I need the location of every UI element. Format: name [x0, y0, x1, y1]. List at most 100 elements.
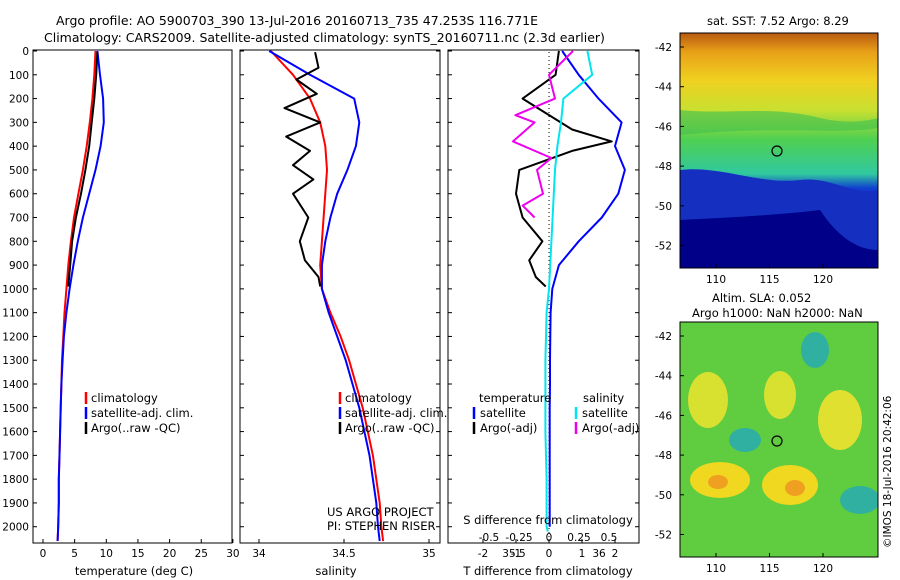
sla-low [801, 332, 829, 368]
legend-label-climatology: climatology [91, 391, 158, 405]
sla-map: Altim. SLA: 0.052 Argo h1000: NaN h2000:… [655, 291, 879, 575]
latitude-tick-label: -50 [655, 490, 672, 502]
depth-tick-label: 1700 [2, 450, 29, 462]
copyright-stamp: ©IMOS 18-Jul-2016 20:42:06 [882, 395, 894, 548]
salinity-xlabel: salinity [315, 564, 356, 578]
legend-label-argo: Argo(..raw -QC) [91, 421, 181, 435]
depth-tick-label: 400 [9, 141, 29, 153]
depth-tick-label: 1100 [2, 308, 29, 320]
sla-high [818, 390, 862, 450]
depth-tick-label: 300 [9, 117, 29, 129]
series-satellite-adj-clim [56, 50, 105, 542]
x-tick-label: 0 [40, 548, 47, 560]
sst-axes: -42 -44 -46 -48 -50 -52 110 115 120 [655, 42, 833, 286]
difference-panel: -2 -1 0 1 2 -0.5 -0.25 0 0.25 0.5 S difference fr… [447, 49, 640, 578]
sla-axes: -42 -44 -46 -48 -50 -52 110 115 120 [655, 331, 833, 575]
difference-frame [447, 49, 640, 544]
longitude-tick-label: 120 [813, 563, 833, 575]
depth-tick-label: 1800 [2, 474, 29, 486]
depth-tick-label: 800 [9, 236, 29, 248]
sst-map-title: sat. SST: 7.52 Argo: 8.29 [707, 14, 849, 28]
salinity-panel: 34 34.5 35 35.5 36 salinity climatology sate… [239, 49, 606, 578]
series-satellite-adj-clim [268, 50, 381, 542]
x-tick-label: -1 [511, 548, 521, 560]
sla-map-title: Altim. SLA: 0.052 [712, 291, 811, 305]
x-tick-label: 1 [579, 548, 586, 560]
difference-x-axis: -2 -1 0 1 2 -0.5 -0.25 0 0.25 0.5 [478, 532, 619, 560]
depth-axis: 0 100 200 300 400 500 600 700 800 900 1000 1100 1200… [2, 46, 37, 534]
climatology-subtitle: Climatology: CARS2009. Satellite-adjuste… [44, 30, 605, 45]
profile-title: Argo profile: AO 5900703_390 13-Jul-2016… [56, 13, 538, 28]
depth-tick-label: 700 [9, 213, 29, 225]
x-tick-label: 20 [163, 548, 176, 560]
x-tick-label: 36 [592, 548, 606, 560]
argo-position-marker [771, 435, 783, 447]
latitude-tick-label: -42 [655, 331, 672, 343]
difference-lines [512, 50, 626, 532]
top-x-tick-label: -0.25 [505, 532, 532, 544]
sla-low [840, 486, 878, 514]
x-tick-label: 15 [131, 548, 144, 560]
depth-tick-label: 0 [22, 46, 29, 58]
sla-high [764, 371, 796, 419]
series-argo-adj [515, 50, 613, 288]
x-tick-label: 25 [195, 548, 208, 560]
argo-position-marker [771, 145, 783, 157]
x-tick-label: 2 [612, 548, 619, 560]
latitude-tick-label: -48 [655, 450, 672, 462]
x-tick-label: 0 [546, 548, 553, 560]
legend-label-satellite: satellite-adj. clim. [345, 406, 447, 420]
series-satellite [544, 50, 594, 532]
depth-tick-label: 2000 [2, 522, 29, 534]
sla-map-subtitle: Argo h1000: NaN h2000: NaN [692, 306, 863, 320]
latitude-tick-label: -46 [655, 121, 672, 133]
legend-label-t-satellite: satellite [480, 406, 526, 420]
depth-tick-label: 1200 [2, 331, 29, 343]
longitude-tick-label: 110 [706, 274, 726, 286]
salinity-frame [239, 49, 441, 544]
latitude-tick-label: -44 [655, 82, 672, 94]
longitude-tick-label: 115 [759, 563, 779, 575]
longitude-tick-label: 110 [706, 563, 726, 575]
legend-label-argo: Argo(..raw -QC) [345, 421, 435, 435]
top-x-tick-label: 0.25 [567, 532, 590, 544]
sst-warm-band [680, 110, 878, 135]
top-x-tick-label: 0 [546, 532, 553, 544]
legend-label-satellite: satellite-adj. clim. [91, 406, 193, 420]
latitude-tick-label: -52 [655, 241, 672, 253]
legend-label-s-argo: Argo(-adj) [582, 421, 639, 435]
latitude-tick-label: -50 [655, 201, 672, 213]
latitude-tick-label: -44 [655, 371, 672, 383]
depth-tick-label: 1900 [2, 498, 29, 510]
sst-cold-core [680, 210, 878, 268]
sla-peak [708, 475, 728, 489]
longitude-tick-label: 120 [813, 274, 833, 286]
difference-legend: temperature salinity satellite Argo(-adj… [472, 391, 639, 435]
x-tick-label: 35 [422, 548, 435, 560]
sla-map-frame [679, 321, 879, 558]
salinity-lines [268, 50, 385, 542]
temperature-panel: 0100200300400500600700800900100011001200… [2, 46, 239, 578]
x-tick-label: 10 [100, 548, 113, 560]
x-tick-label: 34 [252, 548, 266, 560]
latitude-tick-label: -46 [655, 410, 672, 422]
temperature-xlabel: temperature (deg C) [75, 564, 193, 578]
depth-tick-label: 900 [9, 260, 29, 272]
latitude-tick-label: -42 [655, 42, 672, 54]
depth-tick-label: 1000 [2, 284, 29, 296]
temperature-lines [56, 50, 105, 542]
legend-title-temperature: temperature [479, 391, 551, 405]
series-argo-raw-qc [283, 51, 322, 287]
legend-title-salinity: salinity [583, 391, 624, 405]
legend-label-climatology: climatology [345, 391, 412, 405]
salinity-legend: climatology satellite-adj. clim. Argo(..… [338, 391, 447, 435]
salinity-y-ticks [240, 50, 440, 528]
depth-tick-label: 200 [9, 94, 29, 106]
x-tick-label: -2 [478, 548, 488, 560]
pi-credit: PI: STEPHEN RISER [327, 519, 436, 533]
sla-high [688, 372, 728, 428]
series-argo-adj [512, 50, 574, 219]
depth-tick-label: 600 [9, 189, 29, 201]
temperature-frame [32, 49, 233, 544]
x-tick-label: 30 [226, 548, 239, 560]
